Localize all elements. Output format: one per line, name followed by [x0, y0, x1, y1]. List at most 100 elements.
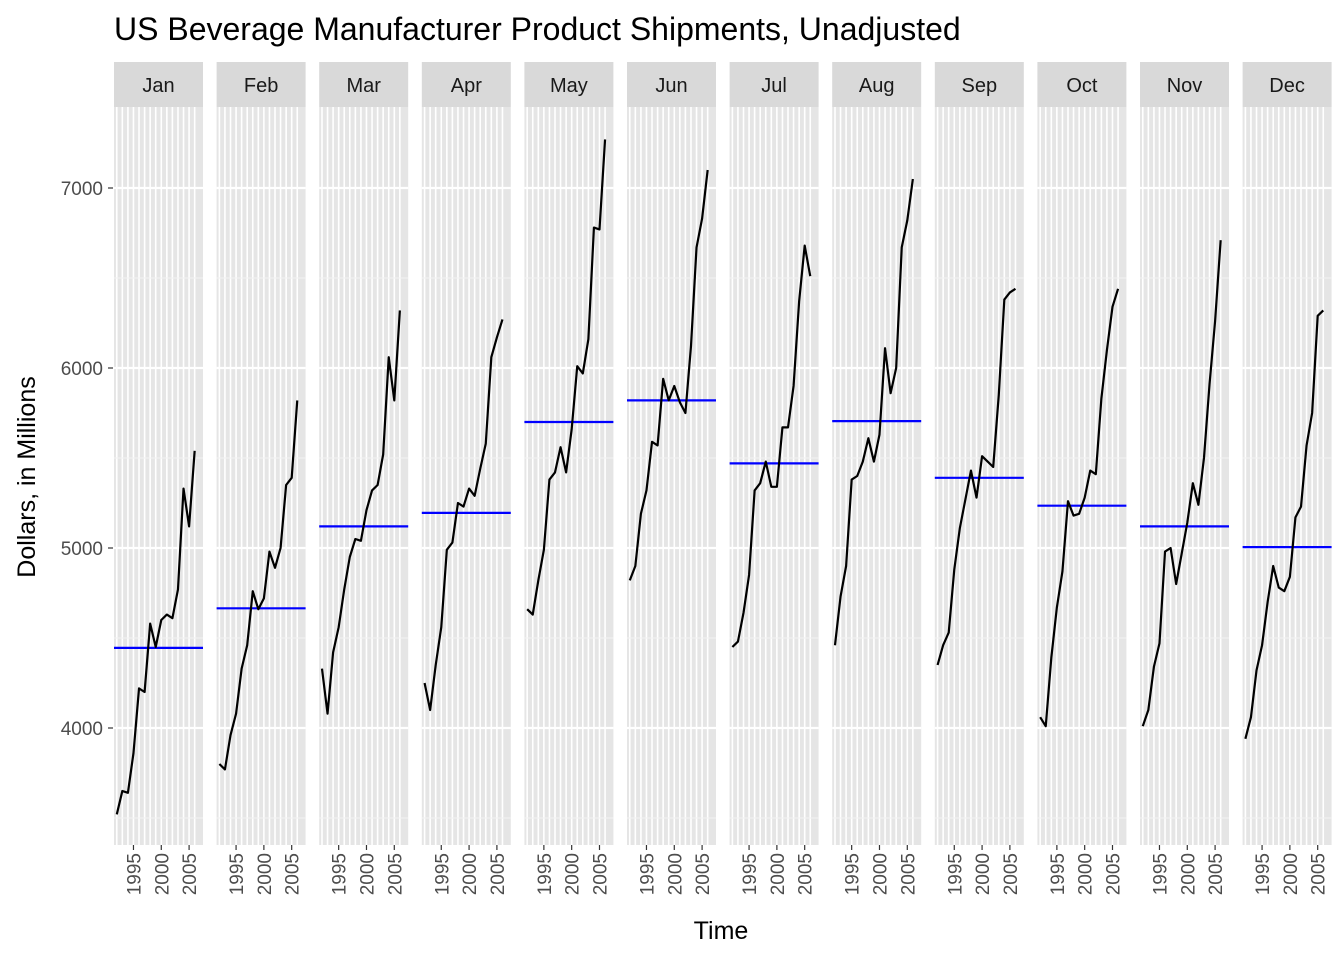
x-tick-label: 2005: [283, 853, 304, 895]
strip-label: Feb: [244, 75, 278, 97]
x-tick-label: 2000: [665, 853, 686, 895]
strip-background: [1037, 62, 1127, 107]
series-line: [1039, 288, 1120, 728]
series-line: [833, 178, 914, 646]
series-line: [320, 310, 401, 715]
y-tick-label: 5000: [61, 539, 103, 560]
y-tick-label: 7000: [61, 179, 103, 200]
facet-panel-oct: Oct 1995 2000 2005: [1037, 62, 1127, 895]
series-line: [731, 244, 812, 648]
y-axis-label: Dollars, in Millions: [13, 376, 41, 577]
strip-label: Aug: [859, 75, 895, 97]
facet-panel-apr: Apr 1995 2000 2005: [421, 62, 511, 895]
panel-background: [627, 107, 716, 845]
x-tick-label: 2000: [563, 853, 584, 895]
strip-background: [934, 62, 1024, 107]
x-tick-label: 2000: [460, 853, 481, 895]
strip-background: [114, 62, 203, 107]
strip-background: [832, 62, 922, 107]
x-tick-label: 2005: [1206, 853, 1227, 895]
x-tick-label: 2000: [768, 853, 789, 895]
x-tick-label: 2000: [255, 853, 276, 895]
facet-panel-mar: Mar 1995 2000 2005: [319, 62, 409, 895]
x-tick-label: 1995: [1048, 853, 1069, 895]
x-tick-label: 2000: [1076, 853, 1097, 895]
facet-panel-jul: Jul 1995 2000 2005: [729, 62, 819, 895]
facet-panel-may: May 1995 2000 2005: [524, 62, 614, 895]
panel-background: [1140, 107, 1229, 845]
chart-title: US Beverage Manufacturer Product Shipmen…: [114, 11, 961, 47]
series-line: [218, 400, 299, 771]
series-line: [115, 450, 196, 815]
facet-panel-aug: Aug 1995 2000 2005: [832, 62, 922, 895]
x-tick-label: 2000: [1281, 853, 1302, 895]
series-line: [936, 287, 1017, 666]
panel-background: [1242, 107, 1332, 845]
x-tick-label: 1995: [1150, 853, 1171, 895]
x-tick-label: 2005: [180, 853, 201, 895]
x-tick-label: 1995: [432, 853, 453, 895]
strip-label: Jul: [761, 75, 787, 97]
x-tick-label: 2005: [693, 853, 714, 895]
x-tick-label: 2005: [590, 853, 611, 895]
x-tick-label: 1995: [535, 853, 556, 895]
x-tick-label: 1995: [1253, 853, 1274, 895]
series-line: [1141, 240, 1222, 727]
x-tick-label: 1995: [740, 853, 761, 895]
strip-label: Mar: [346, 75, 381, 97]
facet-panel-dec: Dec 1995 2000 2005: [1242, 62, 1332, 895]
strip-background: [216, 62, 306, 107]
strip-background: [524, 62, 614, 107]
panel-background: [1037, 107, 1127, 845]
x-tick-label: 1995: [843, 853, 864, 895]
x-tick-label: 2000: [1178, 853, 1199, 895]
x-tick-label: 2000: [870, 853, 891, 895]
facet-panel-jan: Jan 1995 2000 2005: [114, 62, 203, 895]
series-line: [526, 139, 607, 616]
x-tick-label: 2005: [1001, 853, 1022, 895]
strip-label: Oct: [1066, 75, 1098, 97]
x-tick-label: 1995: [330, 853, 351, 895]
facet-panel-sep: Sep 1995 2000 2005: [934, 62, 1024, 895]
strip-background: [627, 62, 716, 107]
strip-background: [729, 62, 819, 107]
series-line: [1244, 309, 1325, 740]
y-tick-label: 6000: [61, 359, 103, 380]
x-tick-label: 2000: [357, 853, 378, 895]
y-axis: 4000 5000 6000 7000: [61, 179, 113, 740]
x-tick-label: 1995: [227, 853, 248, 895]
strip-label: Nov: [1167, 75, 1203, 97]
strip-label: Jun: [655, 75, 687, 97]
x-tick-label: 2005: [385, 853, 406, 895]
x-tick-label: 2005: [796, 853, 817, 895]
panel-background: [114, 107, 203, 845]
x-tick-label: 1995: [945, 853, 966, 895]
panel-background: [421, 107, 511, 845]
strip-label: May: [550, 75, 588, 97]
strip-label: Dec: [1269, 75, 1305, 97]
x-tick-label: 2000: [973, 853, 994, 895]
strip-background: [1242, 62, 1332, 107]
x-tick-label: 1995: [124, 853, 145, 895]
facet-panel-nov: Nov 1995 2000 2005: [1140, 62, 1229, 895]
series-line: [423, 319, 504, 712]
x-tick-label: 2005: [1309, 853, 1330, 895]
facet-panel-jun: Jun 1995 2000 2005: [627, 62, 716, 895]
x-tick-label: 2005: [1103, 853, 1124, 895]
panel-background: [729, 107, 819, 845]
strip-label: Sep: [962, 75, 998, 97]
facet-panel-feb: Feb 1995 2000 2005: [216, 62, 306, 895]
strip-label: Apr: [451, 75, 482, 97]
strip-background: [421, 62, 511, 107]
strip-label: Jan: [142, 75, 174, 97]
facet-panels: Jan 1995 2000 2005 Feb 1995 2000 2005 Mar 1995 200…: [114, 62, 1332, 895]
x-tick-label: 2005: [488, 853, 509, 895]
strip-background: [1140, 62, 1229, 107]
x-axis-label: Time: [694, 917, 749, 945]
x-tick-label: 1995: [637, 853, 658, 895]
x-tick-label: 2000: [152, 853, 173, 895]
strip-background: [319, 62, 409, 107]
x-tick-label: 2005: [898, 853, 919, 895]
panel-background: [319, 107, 409, 845]
